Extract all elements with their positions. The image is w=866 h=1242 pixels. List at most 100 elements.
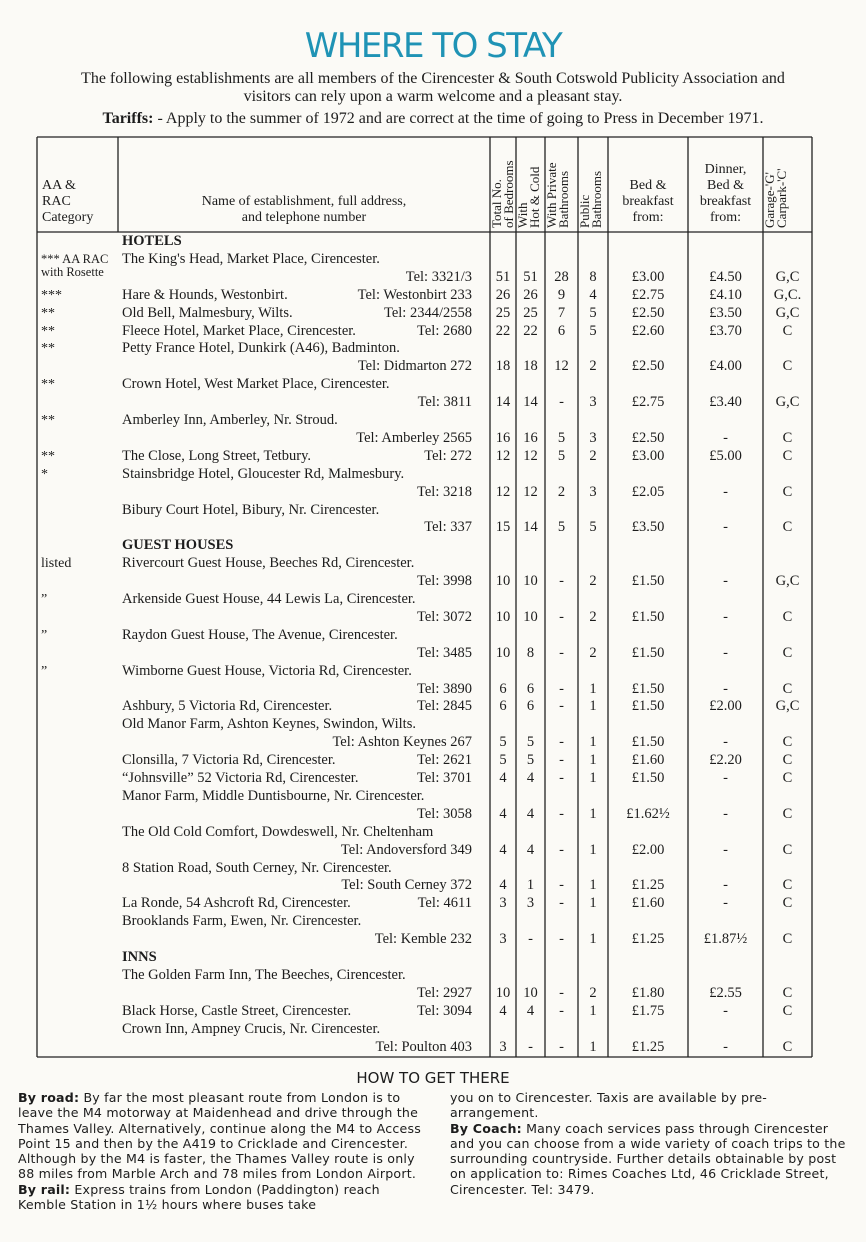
telephone: Tel: Ashton Keynes 267	[332, 734, 472, 751]
telephone: Tel: Didmarton 272	[357, 358, 472, 375]
paragraph-label: By Coach:	[450, 1120, 522, 1136]
cell: -	[559, 984, 564, 1001]
category: *** AA RAC	[41, 251, 109, 266]
cell: 5	[589, 519, 597, 536]
telephone: Tel: Westonbirt 233	[357, 286, 472, 303]
paragraph-text: Express trains from London (Paddington) …	[18, 1181, 380, 1213]
cell: 12	[523, 483, 538, 500]
telephone: Tel: Poulton 403	[375, 1038, 472, 1055]
cell: £1.60	[631, 752, 665, 769]
cell: 5	[589, 322, 597, 339]
cell: C	[782, 877, 793, 894]
cell: £2.60	[631, 322, 665, 339]
cell: 10	[495, 573, 511, 590]
cell: G,C	[775, 573, 800, 590]
column-header: AA &	[42, 178, 76, 193]
cell: C	[782, 680, 793, 697]
name-line: Ashbury, 5 Victoria Rd, Cirencester.	[122, 698, 333, 715]
cell: -	[559, 752, 564, 769]
cell: 9	[557, 286, 566, 303]
column-header: RAC	[42, 194, 71, 209]
how-left: By road: By far the most pleasant route …	[18, 1090, 428, 1212]
category: with Rosette	[41, 264, 104, 279]
category: ”	[41, 627, 48, 643]
category: *	[41, 466, 48, 482]
category: **	[41, 413, 55, 428]
cell: 10	[495, 644, 511, 661]
telephone: Tel: 4611	[417, 895, 472, 912]
cell: 5	[526, 752, 535, 769]
cell: 4	[526, 805, 535, 822]
cell: 1	[589, 770, 597, 786]
cell: C	[782, 644, 793, 661]
cell: 14	[523, 519, 538, 536]
name-line: Bibury Court Hotel, Bibury, Nr. Cirences…	[122, 501, 380, 518]
cell: £3.00	[631, 447, 665, 464]
section-heading: GUEST HOUSES	[122, 537, 234, 554]
header-line: of Bedrooms	[501, 160, 516, 228]
cell: £4.10	[709, 286, 742, 303]
paragraph-text: By far the most pleasant route from Lond…	[18, 1090, 421, 1182]
cell: 5	[557, 429, 566, 446]
cell: £1.62½	[626, 805, 670, 822]
cell: 3	[526, 895, 535, 912]
intro-line: The following establishments are all mem…	[81, 70, 785, 87]
category: **	[41, 323, 55, 339]
column-header: Public Bathrooms	[577, 141, 607, 228]
name-line: Old Manor Farm, Ashton Keynes, Swindon, …	[122, 716, 416, 733]
paragraph-label: By rail:	[18, 1181, 71, 1197]
name-line: Fleece Hotel, Market Place, Cirencester.	[122, 322, 356, 339]
cell: £2.00	[631, 841, 665, 858]
telephone: Tel: 3701	[417, 770, 472, 786]
cell: C	[782, 1002, 793, 1019]
telephone: Tel: 3218	[417, 483, 472, 500]
paragraph: you on to Cirencester. Taxis are availab…	[450, 1090, 850, 1121]
cell: 10	[523, 984, 538, 1001]
cell: -	[559, 1002, 564, 1019]
cell: -	[559, 573, 564, 590]
telephone: Tel: 3321/3	[405, 268, 472, 285]
cell: G,C	[775, 394, 800, 411]
cell: -	[559, 394, 564, 411]
cell: -	[723, 608, 728, 625]
cell: 25	[523, 304, 538, 321]
cell: £3.00	[631, 268, 665, 285]
cell: 3	[499, 931, 507, 948]
cell: -	[723, 519, 728, 536]
cell: 25	[495, 304, 511, 321]
telephone: Tel: 3485	[417, 644, 472, 661]
paragraph-text: you on to Cirencester. Taxis are availab…	[450, 1090, 768, 1121]
intro-line: visitors can rely upon a warm welcome an…	[243, 88, 623, 105]
tariffs-label: Tariffs:	[102, 110, 154, 127]
cell: 10	[523, 573, 538, 590]
cell: -	[723, 429, 728, 446]
name-line: La Ronde, 54 Ashcroft Rd, Cirencester.	[122, 895, 351, 912]
cell: 6	[526, 680, 535, 697]
cell: C	[782, 483, 793, 500]
cell: 6	[526, 698, 535, 715]
cell: 6	[499, 698, 507, 715]
cell: 4	[589, 286, 597, 303]
cell: £1.50	[631, 644, 665, 661]
cell: -	[723, 841, 728, 858]
cell: 1	[589, 734, 597, 751]
cell: 6	[499, 680, 507, 697]
column-header: from:	[632, 210, 664, 225]
name-line: Clonsilla, 7 Victoria Rd, Cirencester.	[122, 752, 336, 769]
name-line: The Old Cold Comfort, Dowdeswell, Nr. Ch…	[122, 823, 434, 840]
name-line: The King's Head, Market Place, Cirencest…	[122, 250, 380, 267]
tariffs-text: - Apply to the summer of 1972 and are co…	[157, 110, 764, 127]
cell: -	[559, 877, 564, 894]
cell: £2.50	[631, 429, 665, 446]
cell: 10	[523, 608, 538, 625]
cell: -	[559, 931, 564, 948]
cell: 51	[523, 268, 538, 285]
telephone: Tel: 2845	[417, 698, 472, 715]
cell: 1	[589, 680, 597, 697]
header-line: Hot & Cold	[527, 166, 542, 228]
cell: £1.87½	[703, 931, 748, 948]
cell: -	[723, 573, 728, 590]
column-header: Garage-'G' Carpark-'C'	[762, 141, 811, 228]
cell: 14	[523, 394, 538, 411]
tariffs: Tariffs: - Apply to the summer of 1972 a…	[0, 110, 866, 128]
